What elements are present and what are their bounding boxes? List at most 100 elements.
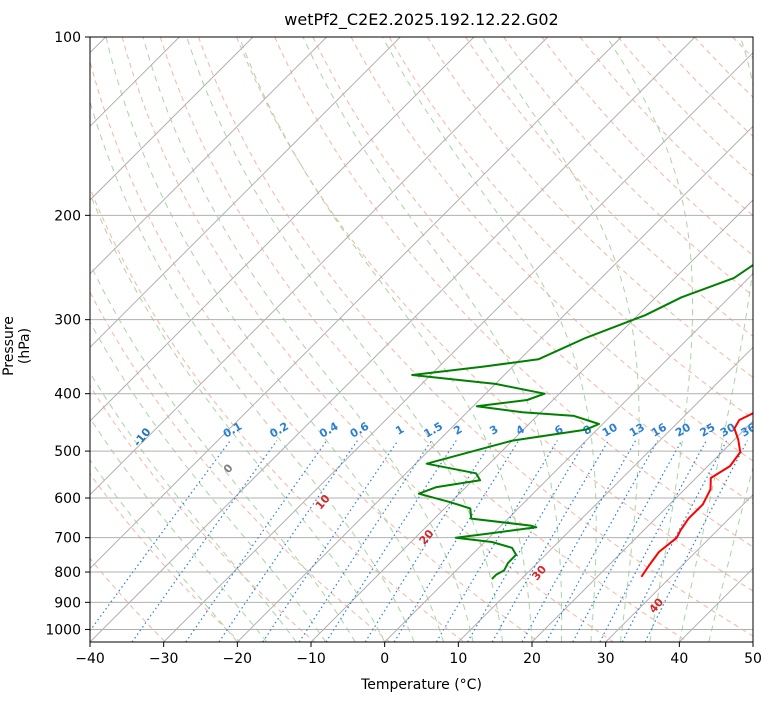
dry-adiabat	[312, 37, 753, 505]
x-tick-label: 40	[670, 651, 688, 667]
dry-adiabat	[732, 37, 753, 59]
mixing-ratio-label: 20	[673, 421, 693, 440]
dry-adiabat	[694, 37, 753, 98]
mixing-ratio-line	[621, 440, 728, 642]
dewpoint-profile	[411, 263, 753, 580]
dry-adiabat	[90, 291, 390, 642]
mixing-ratio-line	[545, 440, 659, 642]
x-axis-label: Temperature (°C)	[361, 677, 482, 693]
y-tick-label: 300	[54, 313, 81, 329]
mixing-ratio-label: 3	[487, 423, 500, 438]
y-tick-label: 400	[54, 387, 81, 403]
moist-adiabat	[302, 37, 563, 642]
mixing-ratio-line	[435, 440, 558, 642]
isotherm	[90, 37, 401, 349]
y-tick-label: 500	[54, 444, 81, 460]
dry-adiabat	[656, 37, 753, 138]
y-tick-label: 800	[54, 565, 81, 581]
moist-adiabat	[708, 466, 753, 642]
chart-title: wetPf2_C2E2.2025.192.12.22.G02	[284, 10, 559, 29]
dry-adiabat-label: 0	[221, 461, 236, 475]
y-tick-label: 1000	[45, 622, 81, 638]
mixing-ratio-line	[572, 440, 683, 642]
mixing-ratio-line	[364, 440, 493, 642]
moist-adiabat	[382, 37, 597, 642]
mixing-ratio-line	[131, 440, 278, 642]
moist-adiabat	[90, 459, 238, 642]
mixing-ratio-line	[466, 440, 587, 642]
moist-adiabat	[90, 192, 386, 642]
mixing-ratio-line	[599, 440, 707, 642]
isotherm	[236, 125, 753, 642]
x-tick-label: −10	[296, 651, 326, 667]
mixing-ratio-line	[644, 440, 748, 642]
isotherm	[90, 37, 254, 201]
x-tick-label: −30	[149, 651, 179, 667]
mixing-ratio-label: 36	[739, 421, 759, 440]
y-tick-label: 600	[54, 491, 81, 507]
isotherm	[752, 641, 753, 642]
moist-adiabat	[606, 37, 694, 642]
moist-adiabat	[142, 37, 474, 642]
dry-adiabat	[274, 37, 753, 548]
isotherm	[457, 346, 753, 642]
mixing-ratio-label: 0.2	[267, 420, 290, 441]
moist-adiabat	[90, 99, 415, 642]
isotherm	[90, 37, 549, 496]
isotherm	[90, 37, 622, 570]
mixing-ratio-label: 1	[393, 423, 406, 438]
moist-adiabat	[105, 37, 445, 642]
mixing-ratio-label: 0.4	[317, 419, 341, 440]
isotherm	[90, 37, 696, 642]
moist-adiabat	[186, 37, 503, 642]
mixing-ratio-label: 16	[649, 421, 669, 440]
dry-adiabat	[159, 37, 689, 642]
isotherm	[163, 51, 753, 642]
y-tick-label: 900	[54, 595, 81, 611]
mixing-ratio-line	[298, 440, 432, 642]
mixing-ratio-line	[521, 440, 637, 642]
moist-adiabat	[678, 37, 753, 642]
profiles	[411, 263, 753, 580]
isotherm	[310, 199, 753, 642]
isotherm	[678, 567, 753, 642]
mixing-ratio-label: 6	[552, 422, 565, 437]
moist-adiabat	[481, 37, 640, 642]
dry-adiabat	[198, 37, 753, 637]
dry-adiabat-label: -10	[131, 425, 154, 449]
mixing-ratio-label: 4	[514, 422, 527, 437]
x-tick-label: 0	[380, 651, 389, 667]
line-labels: 0.10.20.40.611.52346810131620253036-100-…	[131, 419, 759, 615]
isotherm	[531, 420, 753, 642]
dry-adiabat	[90, 186, 465, 642]
dry-adiabat-label: 10	[313, 492, 333, 512]
dry-adiabat	[350, 37, 753, 462]
x-tick-label: 10	[449, 651, 467, 667]
background-lines	[90, 37, 753, 642]
isotherm	[90, 37, 328, 275]
moist-adiabat	[90, 417, 268, 642]
mixing-ratio-line	[491, 440, 609, 642]
dry-adiabat-label: 20	[417, 527, 437, 547]
mixing-ratio-label: 2	[451, 423, 464, 438]
dry-adiabat	[90, 472, 241, 642]
dry-adiabat	[90, 59, 540, 642]
moist-adiabat	[90, 371, 297, 642]
y-axis-label: Pressure (hPa)	[1, 316, 33, 376]
x-tick-label: −40	[75, 651, 105, 667]
mixing-ratio-label: 0.1	[221, 420, 244, 441]
moist-adiabat	[238, 37, 533, 642]
dry-adiabat	[503, 37, 753, 297]
dry-adiabat	[90, 384, 316, 642]
dry-adiabat-label: 30	[529, 563, 549, 583]
mixing-ratio-line	[325, 440, 457, 642]
x-tick-label: 20	[523, 651, 541, 667]
x-tick-label: −20	[223, 651, 253, 667]
isotherm	[605, 493, 753, 642]
y-tick-label: 700	[54, 531, 81, 547]
mixing-ratio-line	[185, 440, 328, 642]
moist-adiabat	[90, 262, 356, 642]
mixing-ratio-line	[393, 440, 520, 642]
dry-adiabat	[465, 37, 753, 338]
